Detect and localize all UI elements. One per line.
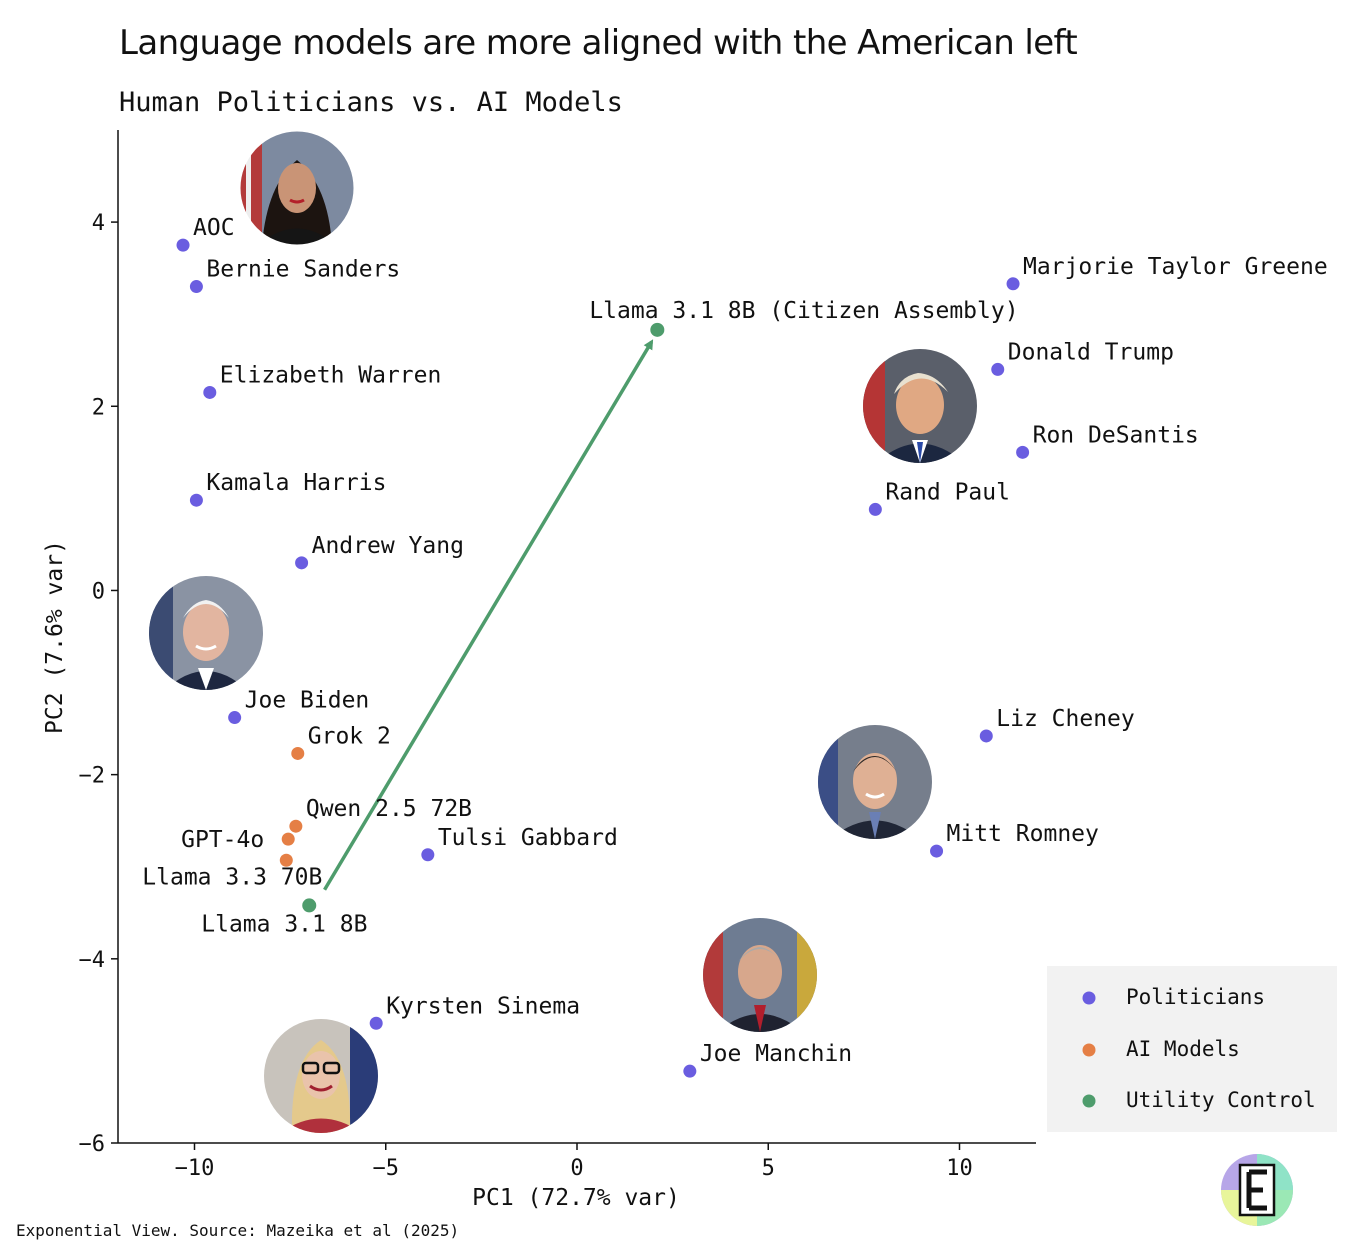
label-joe-biden: Joe Biden [245, 688, 370, 714]
y-tick-label: −2 [79, 764, 106, 789]
label-aoc: AOC [193, 215, 235, 241]
y-axis-label: PC2 (7.6% var) [42, 540, 68, 734]
label-elizabeth-warren: Elizabeth Warren [220, 362, 442, 388]
label-grok-2: Grok 2 [308, 723, 391, 749]
point-llama-3-1-8b [302, 898, 316, 912]
point-joe-biden [228, 711, 241, 724]
y-tick-label: −6 [79, 1132, 106, 1157]
label-llama-3-1-8b: Llama 3.1 8B [201, 911, 367, 937]
point-andrew-yang [295, 556, 308, 569]
y-tick-label: 2 [92, 395, 105, 420]
point-joe-manchin [683, 1065, 696, 1078]
y-tick-label: 0 [92, 579, 105, 604]
point-gpt-4o [282, 833, 295, 846]
label-llama-3-1-8b-citizen-assembly: Llama 3.1 8B (Citizen Assembly) [589, 298, 1018, 324]
point-llama-3-1-8b-citizen-assembly [650, 323, 664, 337]
source-note: Exponential View. Source: Mazeika et al … [16, 1221, 459, 1240]
point-kyrsten-sinema [370, 1017, 383, 1030]
point-tulsi-gabbard [421, 848, 434, 861]
label-qwen-2-5-72b: Qwen 2.5 72B [306, 796, 472, 822]
romney-portrait [818, 725, 932, 839]
point-mitt-romney [930, 845, 943, 858]
point-liz-cheney [980, 729, 993, 742]
legend-marker-ai-models [1083, 1044, 1096, 1057]
point-bernie-sanders [190, 280, 203, 293]
chart-subtitle: Human Politicians vs. AI Models [119, 87, 623, 118]
label-mitt-romney: Mitt Romney [947, 821, 1099, 847]
x-tick-label: 0 [570, 1156, 583, 1181]
point-rand-paul [869, 503, 882, 516]
label-kamala-harris: Kamala Harris [206, 470, 386, 496]
x-tick-label: 5 [762, 1156, 775, 1181]
label-llama-3-3-70b: Llama 3.3 70B [142, 864, 322, 890]
label-liz-cheney: Liz Cheney [996, 706, 1134, 732]
point-qwen-2-5-72b [289, 820, 302, 833]
trump-portrait [863, 349, 977, 463]
legend: Politicians AI Models Utility Control [1047, 966, 1337, 1132]
point-aoc [177, 239, 190, 252]
x-axis-label: PC1 (72.7% var) [472, 1185, 680, 1211]
label-marjorie-taylor-greene: Marjorie Taylor Greene [1023, 254, 1328, 280]
axis-ticks: −10 −5 0 5 10 −6 −4 −2 0 2 4 [79, 211, 973, 1181]
legend-marker-politicians [1083, 992, 1096, 1005]
label-bernie-sanders: Bernie Sanders [206, 257, 400, 283]
legend-item-ai-models: AI Models [1126, 1037, 1240, 1061]
legend-item-politicians: Politicians [1126, 985, 1265, 1009]
y-tick-label: 4 [92, 211, 105, 236]
label-ron-desantis: Ron DeSantis [1033, 422, 1199, 448]
aoc-portrait [240, 131, 354, 245]
label-gpt-4o: GPT-4o [181, 827, 264, 853]
point-elizabeth-warren [203, 386, 216, 399]
sinema-portrait [264, 1019, 378, 1133]
y-tick-label: −4 [79, 948, 106, 973]
x-tick-label: 10 [946, 1156, 973, 1181]
point-grok-2 [291, 747, 304, 760]
label-andrew-yang: Andrew Yang [312, 533, 464, 559]
point-kamala-harris [190, 494, 203, 507]
label-joe-manchin: Joe Manchin [700, 1041, 852, 1067]
legend-marker-utility-control [1083, 1095, 1096, 1108]
legend-item-utility-control: Utility Control [1126, 1088, 1316, 1112]
x-tick-label: −5 [373, 1156, 400, 1181]
point-donald-trump [991, 363, 1004, 376]
chart-title: Language models are more aligned with th… [119, 23, 1077, 63]
label-kyrsten-sinema: Kyrsten Sinema [386, 993, 580, 1019]
label-tulsi-gabbard: Tulsi Gabbard [438, 825, 618, 851]
manchin-portrait [703, 918, 817, 1032]
point-ron-desantis [1016, 446, 1029, 459]
label-donald-trump: Donald Trump [1008, 339, 1174, 365]
exponential-view-logo [1221, 1154, 1293, 1226]
label-rand-paul: Rand Paul [885, 479, 1010, 505]
x-tick-label: −10 [175, 1156, 215, 1181]
biden-portrait [149, 576, 263, 690]
point-marjorie-taylor-greene [1007, 277, 1020, 290]
